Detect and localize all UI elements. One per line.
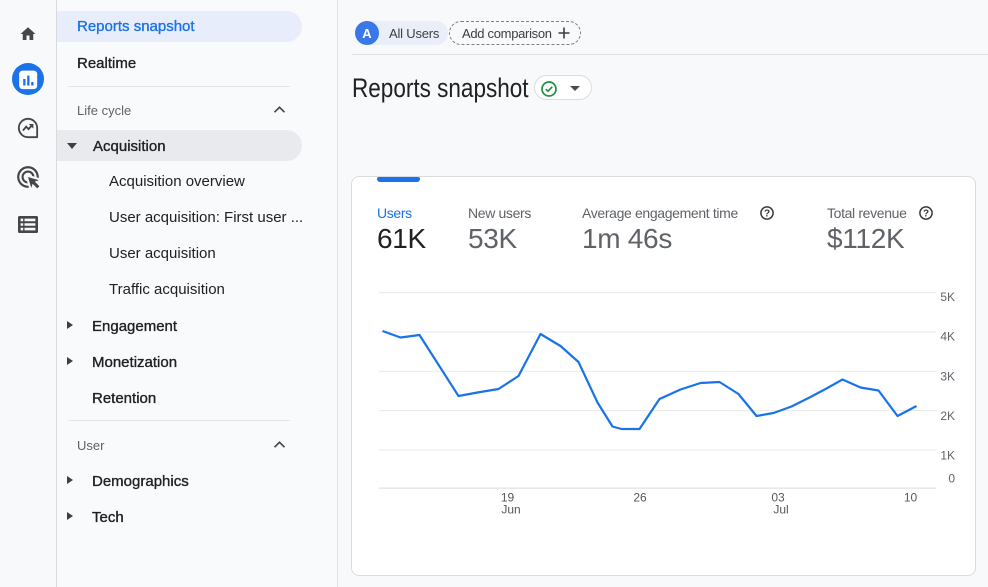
svg-text:10: 10	[904, 491, 918, 505]
svg-text:1K: 1K	[940, 448, 955, 462]
svg-text:03: 03	[771, 491, 785, 505]
svg-text:19: 19	[501, 491, 515, 505]
svg-text:26: 26	[633, 491, 647, 505]
svg-text:?: ?	[764, 208, 770, 219]
svg-text:0: 0	[948, 472, 955, 486]
svg-text:2K: 2K	[940, 409, 955, 423]
svg-text:4K: 4K	[940, 330, 955, 344]
svg-text:Jun: Jun	[501, 503, 520, 517]
svg-text:Jul: Jul	[773, 503, 788, 517]
svg-text:3K: 3K	[940, 370, 955, 384]
svg-text:?: ?	[923, 208, 929, 219]
svg-text:5K: 5K	[940, 290, 955, 304]
